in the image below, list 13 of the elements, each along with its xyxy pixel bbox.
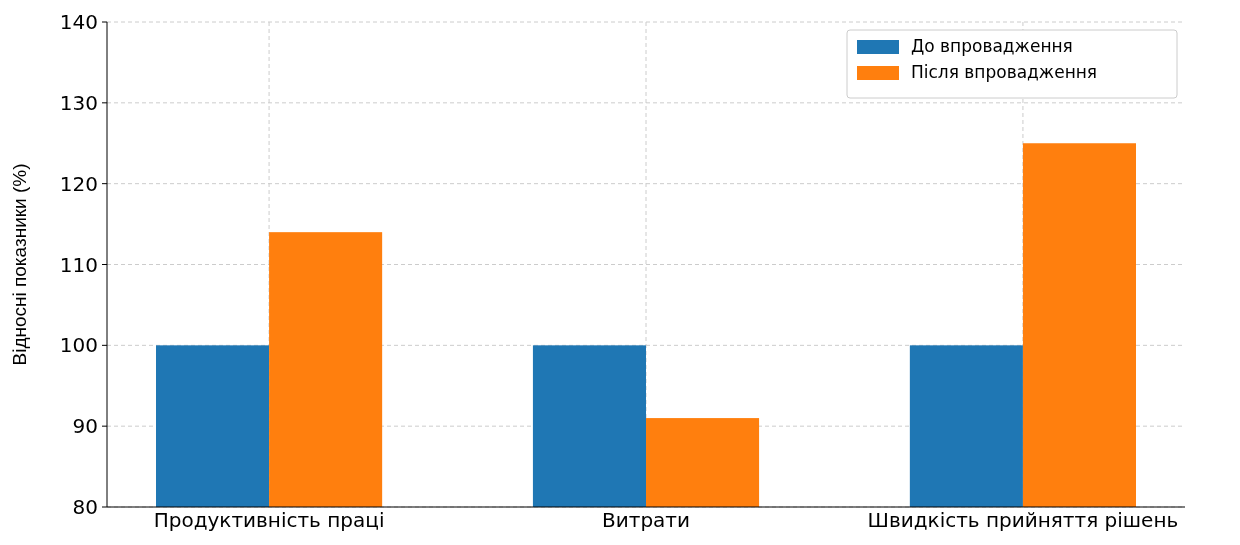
y-tick-label: 130	[59, 90, 98, 115]
x-tick-label: Витрати	[602, 508, 690, 532]
y-tick-label: 100	[59, 333, 98, 358]
y-tick-label: 140	[59, 10, 98, 34]
legend-label: До впровадження	[911, 36, 1073, 56]
y-tick-label: 110	[59, 252, 98, 277]
x-tick-label: Продуктивність праці	[153, 508, 385, 532]
legend-label: Після впровадження	[911, 62, 1098, 82]
y-tick-label: 120	[59, 171, 98, 196]
y-axis-title: Відносні показники (%)	[9, 163, 30, 366]
y-tick-label: 80	[72, 495, 98, 519]
y-tick-label: 90	[72, 414, 98, 439]
x-tick-label: Швидкість прийняття рішень	[867, 508, 1179, 532]
